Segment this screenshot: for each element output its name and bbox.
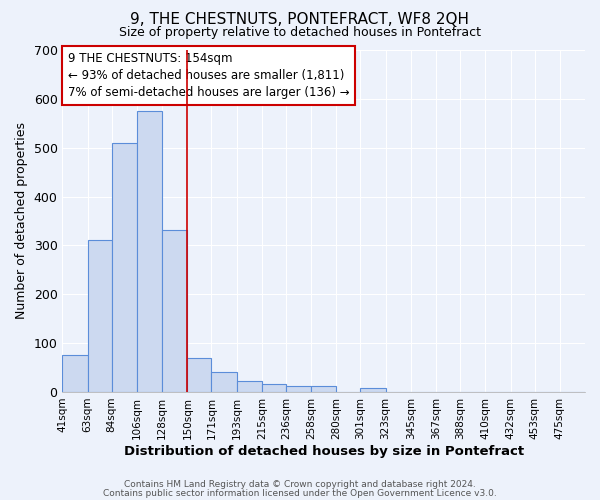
- Bar: [162, 230, 187, 392]
- Bar: [211, 372, 236, 392]
- Bar: [286, 386, 311, 392]
- Bar: [88, 240, 112, 392]
- Text: 9, THE CHESTNUTS, PONTEFRACT, WF8 2QH: 9, THE CHESTNUTS, PONTEFRACT, WF8 2QH: [131, 12, 470, 28]
- Bar: [137, 111, 162, 392]
- X-axis label: Distribution of detached houses by size in Pontefract: Distribution of detached houses by size …: [124, 444, 524, 458]
- Bar: [62, 356, 88, 392]
- Text: Contains public sector information licensed under the Open Government Licence v3: Contains public sector information licen…: [103, 488, 497, 498]
- Bar: [187, 358, 211, 392]
- Text: Size of property relative to detached houses in Pontefract: Size of property relative to detached ho…: [119, 26, 481, 39]
- Bar: [262, 384, 286, 392]
- Bar: [112, 143, 137, 392]
- Bar: [361, 388, 386, 392]
- Text: 9 THE CHESTNUTS: 154sqm
← 93% of detached houses are smaller (1,811)
7% of semi-: 9 THE CHESTNUTS: 154sqm ← 93% of detache…: [68, 52, 349, 98]
- Bar: [311, 386, 337, 392]
- Y-axis label: Number of detached properties: Number of detached properties: [15, 122, 28, 320]
- Bar: [236, 381, 262, 392]
- Text: Contains HM Land Registry data © Crown copyright and database right 2024.: Contains HM Land Registry data © Crown c…: [124, 480, 476, 489]
